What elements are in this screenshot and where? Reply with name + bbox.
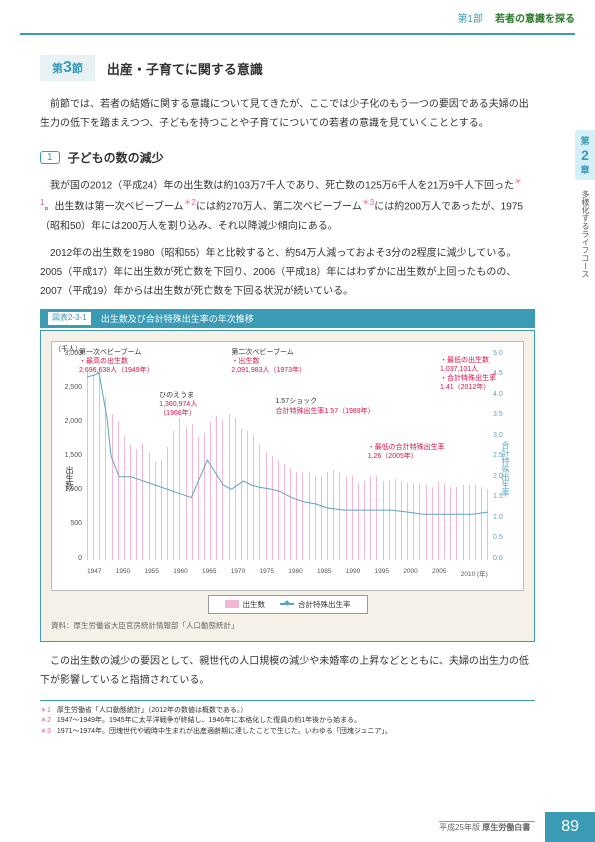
paragraph-2: 2012年の出生数を1980（昭和55）年と比較すると、約54万人減っておよそ3…: [40, 244, 535, 301]
footnote-ref-2: ＊2: [184, 198, 196, 207]
paragraph-1: 我が国の2012（平成24）年の出生数は約103万7千人であり、死亡数の125万…: [40, 174, 535, 236]
chart-header: 図表2-3-1 出生数及び合計特殊出生率の年次推移: [40, 309, 535, 328]
annotation-1: 第一次ベビーブーム ・最高の出生数 2,696,638人（1949年）: [79, 348, 154, 375]
footnote-row: ＊31971〜1974年。団塊世代や戦時中生まれが出産適齢期に達したことで生じた…: [40, 727, 535, 738]
page-number: 89: [545, 812, 595, 842]
section-badge: 第3節: [40, 55, 95, 81]
section-title: 出産・子育てに関する意識: [107, 59, 263, 78]
chart-label: 図表2-3-1: [48, 312, 91, 325]
footnote-ref-3: ＊3: [362, 198, 374, 207]
footer-text: 平成25年版 厚生労働白書: [439, 821, 535, 833]
main-content: 第3節 出産・子育てに関する意識 前節では、若者の結婚に関する意識について見てき…: [0, 35, 595, 737]
subsection-header: 1 子どもの数の減少: [40, 149, 535, 166]
chart-legend: 出生数 合計特殊出生率: [208, 595, 368, 614]
annotation-2: 第二次ベビーブーム ・出生数 2,091,983人（1973年）: [231, 348, 306, 375]
footnote-row: ＊21947〜1949年。1945年に太平洋戦争が終結し、1946年に本格化した…: [40, 716, 535, 727]
annotation-6: ・最低の合計特殊出生率 1.26（2005年）: [368, 443, 445, 461]
intro-paragraph: 前節では、若者の結婚に関する意識について見てきたが、ここでは少子化のもう一つの要…: [40, 95, 535, 133]
subsection-title: 子どもの数の減少: [68, 149, 164, 166]
subsection-number: 1: [40, 151, 60, 164]
annotation-4: ひのえうま 1,360,974人 （1966年）: [159, 391, 197, 418]
page-footer: 平成25年版 厚生労働白書 89: [439, 812, 595, 842]
chart-area: （千人） 出生数 合計特殊出生率 3,0002,5002,0001,5001,0…: [51, 341, 524, 591]
chart-container: （千人） 出生数 合計特殊出生率 3,0002,5002,0001,5001,0…: [40, 330, 535, 642]
y-axis-left: 3,0002,5002,0001,5001,0005000: [54, 350, 82, 562]
page-header: 第1部 若者の意識を探る: [0, 0, 595, 33]
chart-source: 資料：厚生労働省大臣官房統計情報部「人口動態統計」: [51, 620, 524, 631]
chart-title: 出生数及び合計特殊出生率の年次推移: [101, 312, 254, 325]
chart-plot: 第一次ベビーブーム ・最高の出生数 2,696,638人（1949年） 第二次ベ…: [87, 352, 488, 560]
legend-bars: 出生数: [225, 599, 266, 610]
footnotes: ＊1厚生労働省「人口動態統計」（2012年の数値は概数である。）＊21947〜1…: [40, 700, 535, 738]
x-axis: 1947195019551960196519701975198019851990…: [87, 568, 488, 578]
annotation-5: 1.57ショック 合計特殊出生率1.57（1989年）: [275, 397, 374, 415]
header-part: 第1部: [457, 10, 483, 25]
section-header: 第3節 出産・子育てに関する意識: [40, 55, 535, 81]
footnote-row: ＊1厚生労働省「人口動態統計」（2012年の数値は概数である。）: [40, 706, 535, 717]
y-axis-right: 5.04.54.03.53.02.52.01.51.00.50.0: [493, 350, 521, 562]
annotation-3: ・最低の出生数 1,037,101人 ・合計特殊出生率 1.41（2012年）: [440, 356, 496, 392]
legend-line: 合計特殊出生率: [280, 599, 351, 610]
header-title: 若者の意識を探る: [495, 10, 575, 25]
closing-paragraph: この出生数の減少の要因として、親世代の人口規模の減少や未婚率の上昇などとともに、…: [40, 652, 535, 690]
